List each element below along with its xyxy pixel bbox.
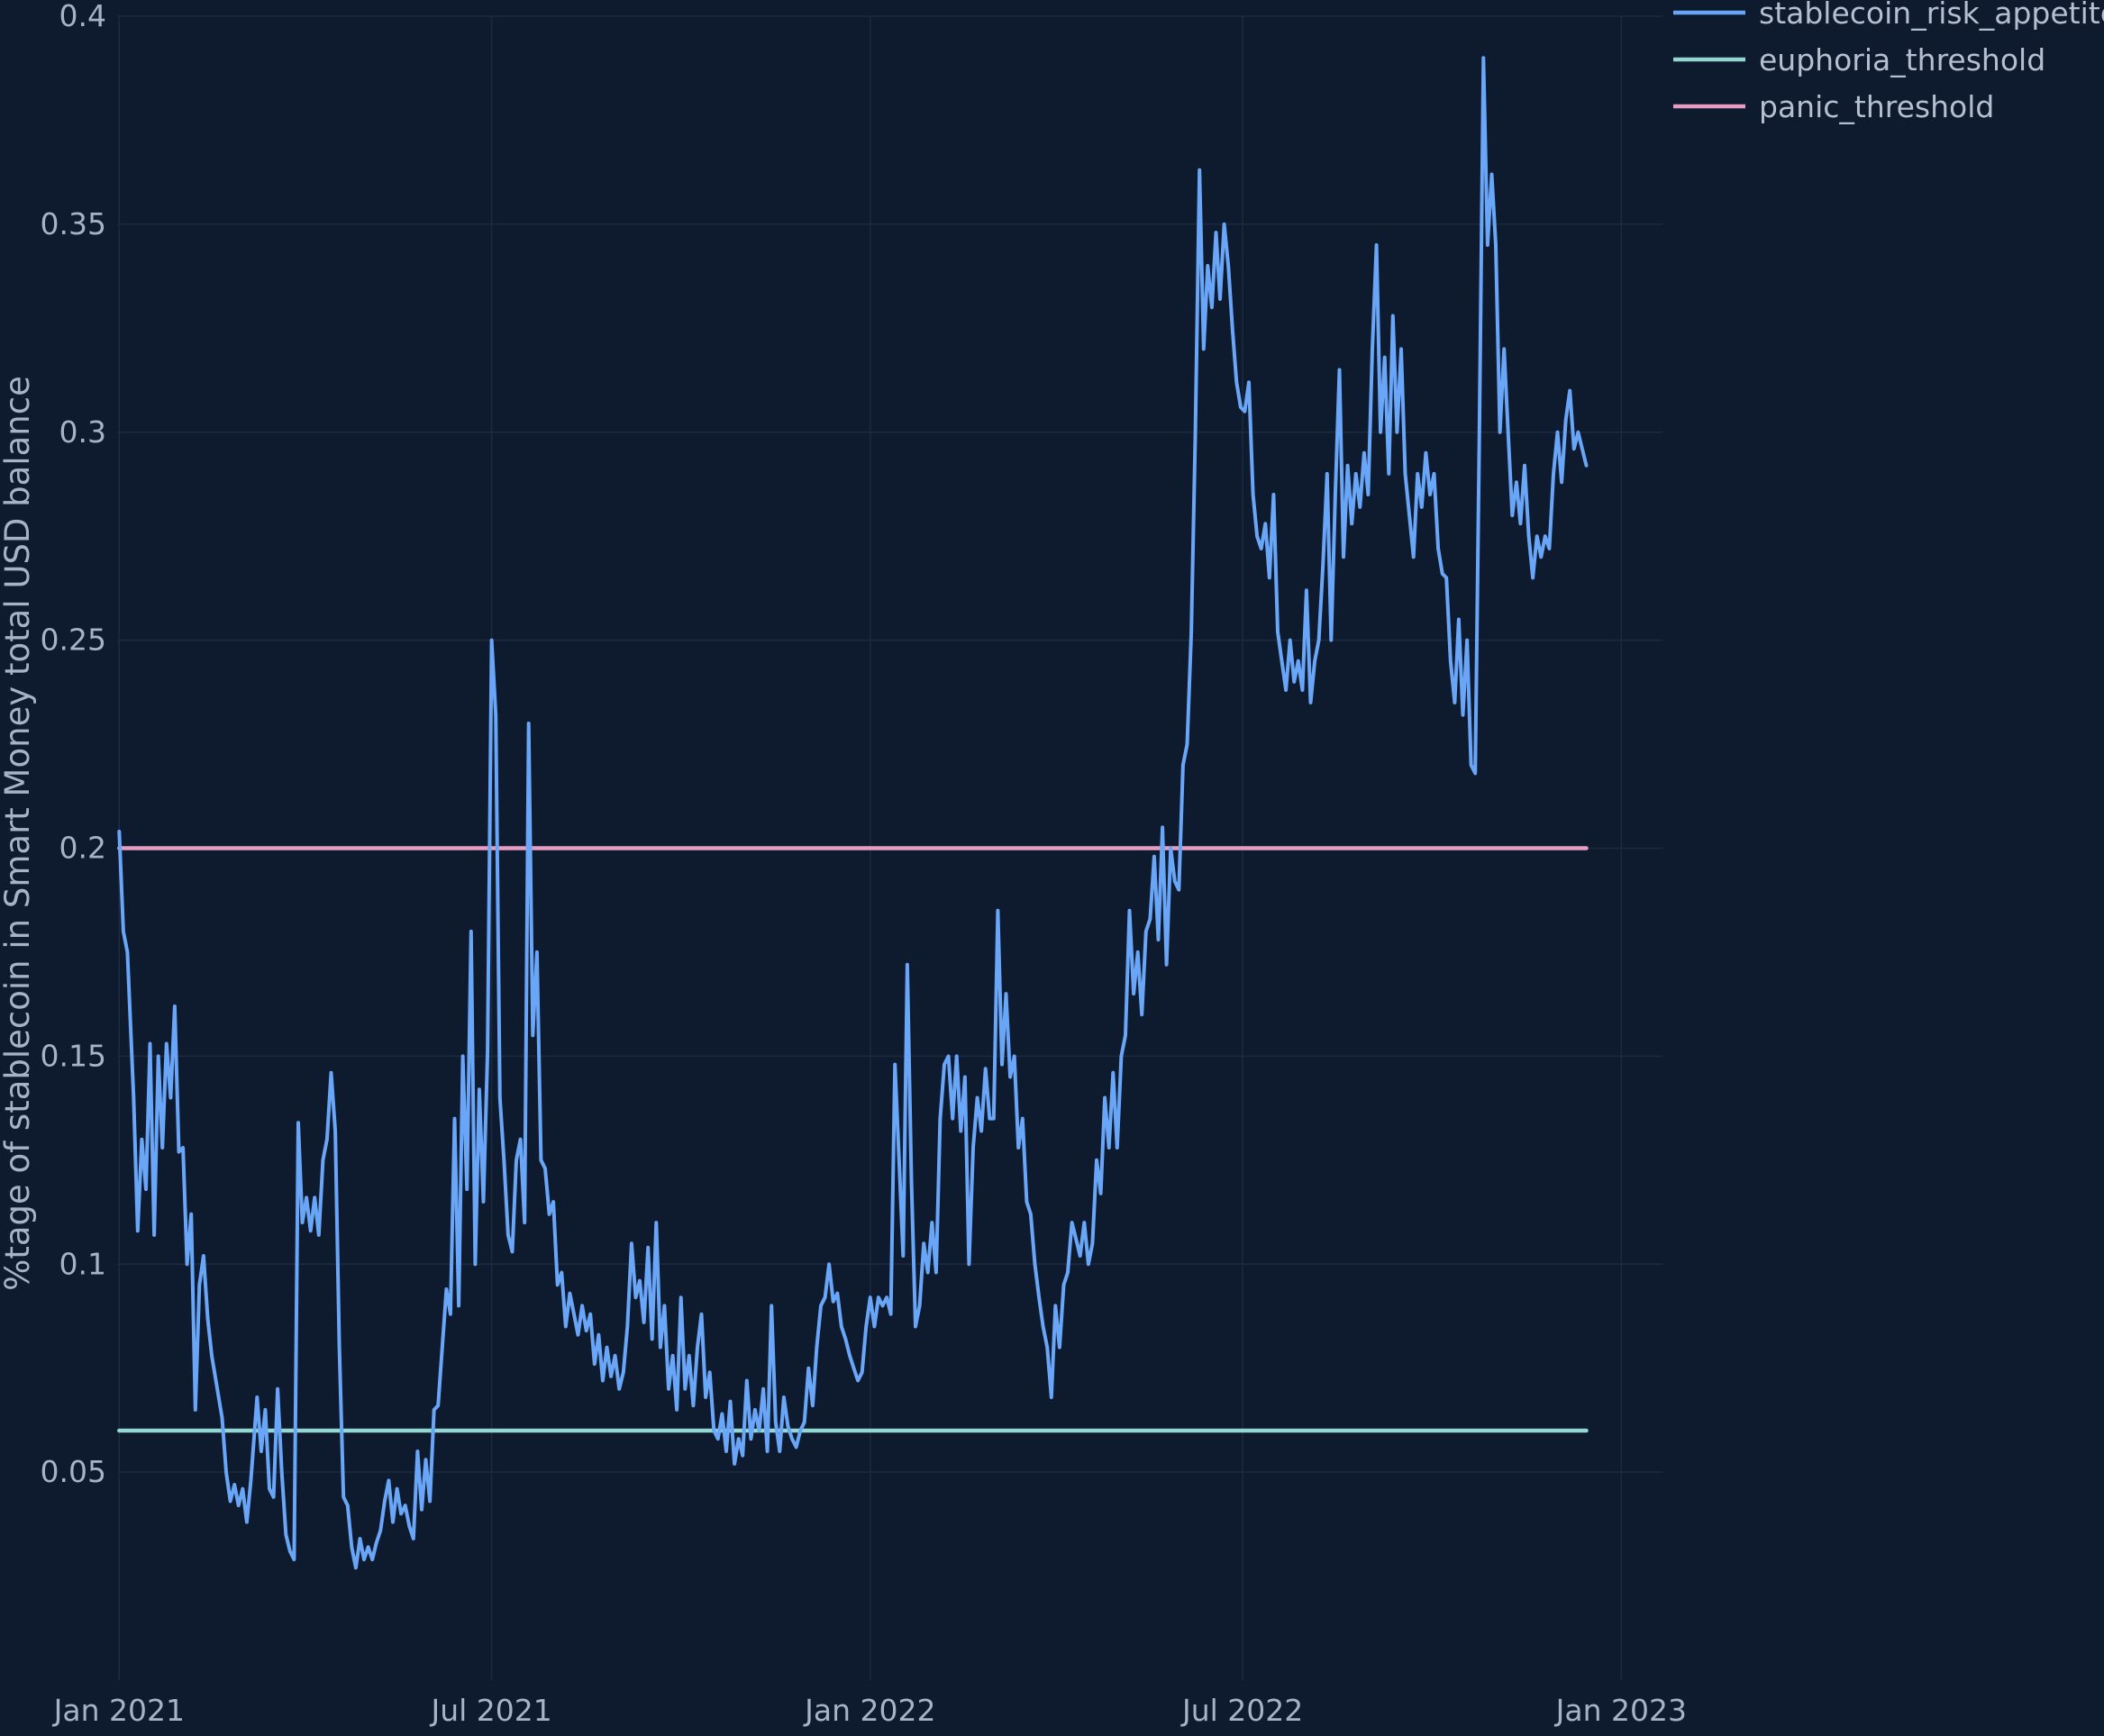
series-line-stablecoin-risk-appetite <box>117 56 1589 1570</box>
y-axis-title: %tage of stablecoin in Smart Money total… <box>0 376 37 1291</box>
y-tick-label: 0.3 <box>59 414 106 450</box>
x-tick-label: Jan 2022 <box>803 1693 935 1728</box>
legend-item-panic-threshold[interactable]: panic_threshold <box>1673 89 1994 124</box>
y-tick-label: 0.1 <box>59 1246 106 1281</box>
legend-item-euphoria-threshold[interactable]: euphoria_threshold <box>1673 42 2045 77</box>
x-tick-label: Jul 2022 <box>1180 1693 1303 1728</box>
y-tick-labels: 0.05 0.1 0.15 0.2 0.25 0.3 0.35 0.4 <box>41 0 106 1489</box>
y-tick-label: 0.2 <box>59 831 106 866</box>
x-tick-label: Jan 2023 <box>1554 1693 1687 1728</box>
x-tick-label: Jan 2021 <box>52 1693 185 1728</box>
legend[interactable]: stablecoin_risk_appetite euphoria_thresho… <box>1673 0 2104 124</box>
y-tick-label: 0.05 <box>41 1454 106 1489</box>
y-tick-label: 0.15 <box>41 1038 106 1073</box>
y-tick-label: 0.35 <box>41 206 106 241</box>
series-lines <box>117 56 1589 1570</box>
x-tick-labels: Jan 2021 Jul 2021 Jan 2022 Jul 2022 Jan 2023 <box>52 1693 1687 1728</box>
y-tick-label: 0.4 <box>59 0 106 33</box>
y-tick-label: 0.25 <box>41 623 106 658</box>
legend-label: euphoria_threshold <box>1759 42 2045 77</box>
legend-label: panic_threshold <box>1759 89 1994 124</box>
x-tick-label: Jul 2021 <box>429 1693 551 1728</box>
legend-item-stablecoin-risk-appetite[interactable]: stablecoin_risk_appetite <box>1673 0 2104 31</box>
legend-label: stablecoin_risk_appetite <box>1759 0 2104 31</box>
